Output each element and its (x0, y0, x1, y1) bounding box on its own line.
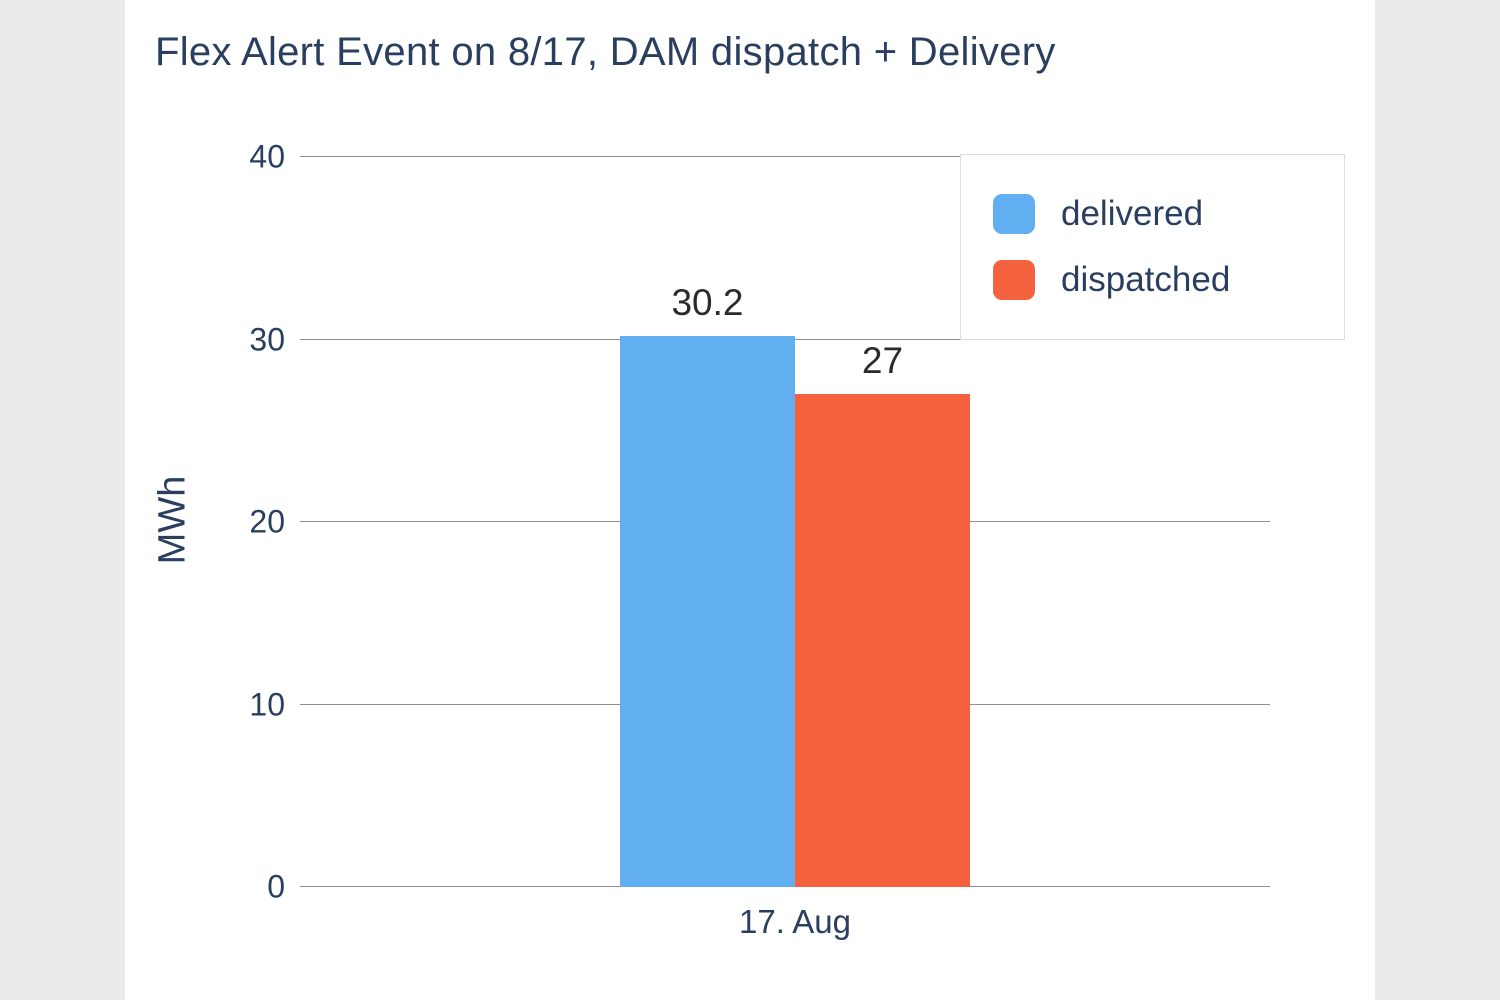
legend-swatch-delivered (993, 194, 1035, 234)
legend-items: delivered dispatched (961, 155, 1344, 339)
y-tick-label: 0 (267, 868, 285, 905)
x-axis-tick-label: 17. Aug (739, 903, 851, 940)
y-tick-label: 40 (249, 138, 285, 175)
y-tick-label: 30 (249, 321, 285, 357)
gridline (300, 156, 1270, 157)
legend-item-dispatched[interactable]: dispatched (993, 260, 1344, 300)
bar-dispatched[interactable] (795, 394, 970, 887)
bar-value-label: 30.2 (671, 281, 744, 323)
bar-delivered[interactable] (620, 335, 795, 887)
legend-label: dispatched (1061, 260, 1231, 299)
bar-value-label: 27 (861, 340, 904, 382)
chart-card: Flex Alert Event on 8/17, DAM dispatch +… (125, 0, 1375, 1000)
plot-area: 30.2 27 (300, 156, 1270, 887)
legend-item-delivered[interactable]: delivered (993, 194, 1344, 234)
y-axis-tick-labels: 0 10 20 30 40 (160, 139, 285, 905)
legend-swatch-dispatched (993, 260, 1035, 300)
legend: delivered dispatched (960, 154, 1345, 340)
legend-label: delivered (1061, 194, 1204, 233)
y-tick-label: 20 (249, 503, 285, 540)
chart-title: Flex Alert Event on 8/17, DAM dispatch +… (155, 30, 1056, 74)
y-tick-label: 10 (249, 686, 285, 722)
